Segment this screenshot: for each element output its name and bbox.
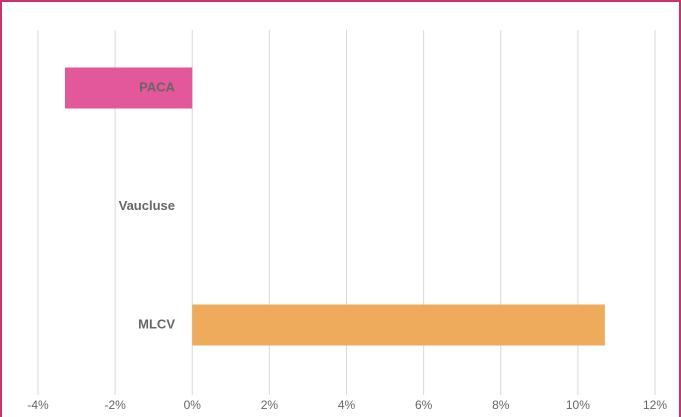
category-label: PACA [139,79,175,94]
category-label: Vaucluse [119,198,175,213]
x-tick-label: -4% [27,398,49,412]
category-label: MLCV [138,316,175,331]
x-tick-label: 0% [184,398,202,412]
x-tick-label: 6% [415,398,433,412]
bar [192,304,605,346]
x-tick-label: 2% [261,398,279,412]
bar [64,67,193,109]
x-tick-label: 8% [492,398,510,412]
x-tick-label: 10% [566,398,590,412]
x-tick-label: 12% [643,398,667,412]
x-tick-label: 4% [338,398,356,412]
x-tick-label: -2% [104,398,126,412]
